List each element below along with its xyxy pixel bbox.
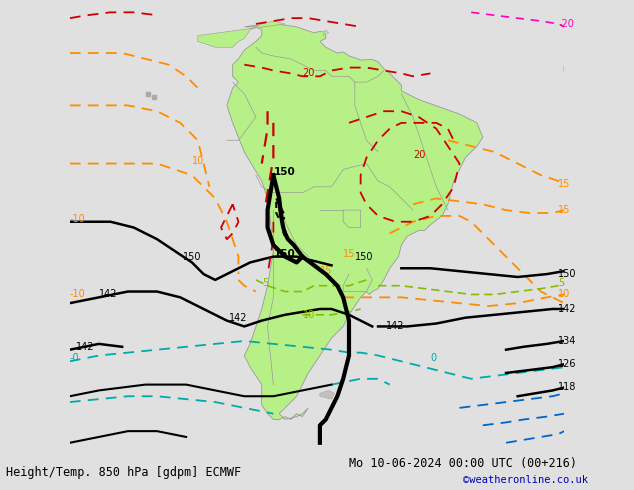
Text: 15: 15 (343, 248, 356, 259)
Text: 142: 142 (99, 290, 117, 299)
Polygon shape (320, 391, 335, 399)
Text: 150: 150 (559, 269, 577, 279)
Text: -20: -20 (559, 19, 574, 29)
Text: 15: 15 (559, 179, 571, 189)
Text: 150: 150 (355, 252, 373, 262)
Text: 10: 10 (302, 310, 314, 319)
Text: 150: 150 (273, 248, 295, 259)
Text: 150: 150 (183, 252, 201, 263)
Text: ©weatheronline.co.uk: ©weatheronline.co.uk (463, 475, 588, 485)
Text: 0: 0 (430, 353, 437, 364)
Polygon shape (323, 30, 328, 36)
Text: 142: 142 (559, 304, 577, 314)
Text: -10: -10 (70, 290, 86, 299)
Polygon shape (227, 24, 482, 419)
Text: 10: 10 (192, 155, 204, 166)
Text: -10: -10 (70, 214, 86, 224)
Text: 126: 126 (559, 359, 577, 369)
Text: 150: 150 (273, 167, 295, 177)
Text: 15: 15 (320, 266, 332, 276)
Text: Height/Temp. 850 hPa [gdpm] ECMWF: Height/Temp. 850 hPa [gdpm] ECMWF (6, 466, 242, 479)
Text: 142: 142 (230, 313, 248, 322)
Text: 142: 142 (75, 342, 94, 352)
Text: 20: 20 (302, 68, 315, 78)
Text: 5: 5 (262, 278, 268, 288)
Text: -0: -0 (70, 353, 79, 364)
Text: 5: 5 (559, 278, 565, 288)
Text: 20: 20 (413, 150, 425, 160)
Text: 118: 118 (559, 382, 577, 392)
Text: 10: 10 (559, 290, 571, 299)
Polygon shape (198, 21, 285, 47)
Text: 15: 15 (559, 205, 571, 215)
Text: Mo 10-06-2024 00:00 UTC (00+216): Mo 10-06-2024 00:00 UTC (00+216) (349, 457, 577, 470)
Text: 142: 142 (386, 321, 404, 331)
Text: 134: 134 (559, 336, 577, 346)
